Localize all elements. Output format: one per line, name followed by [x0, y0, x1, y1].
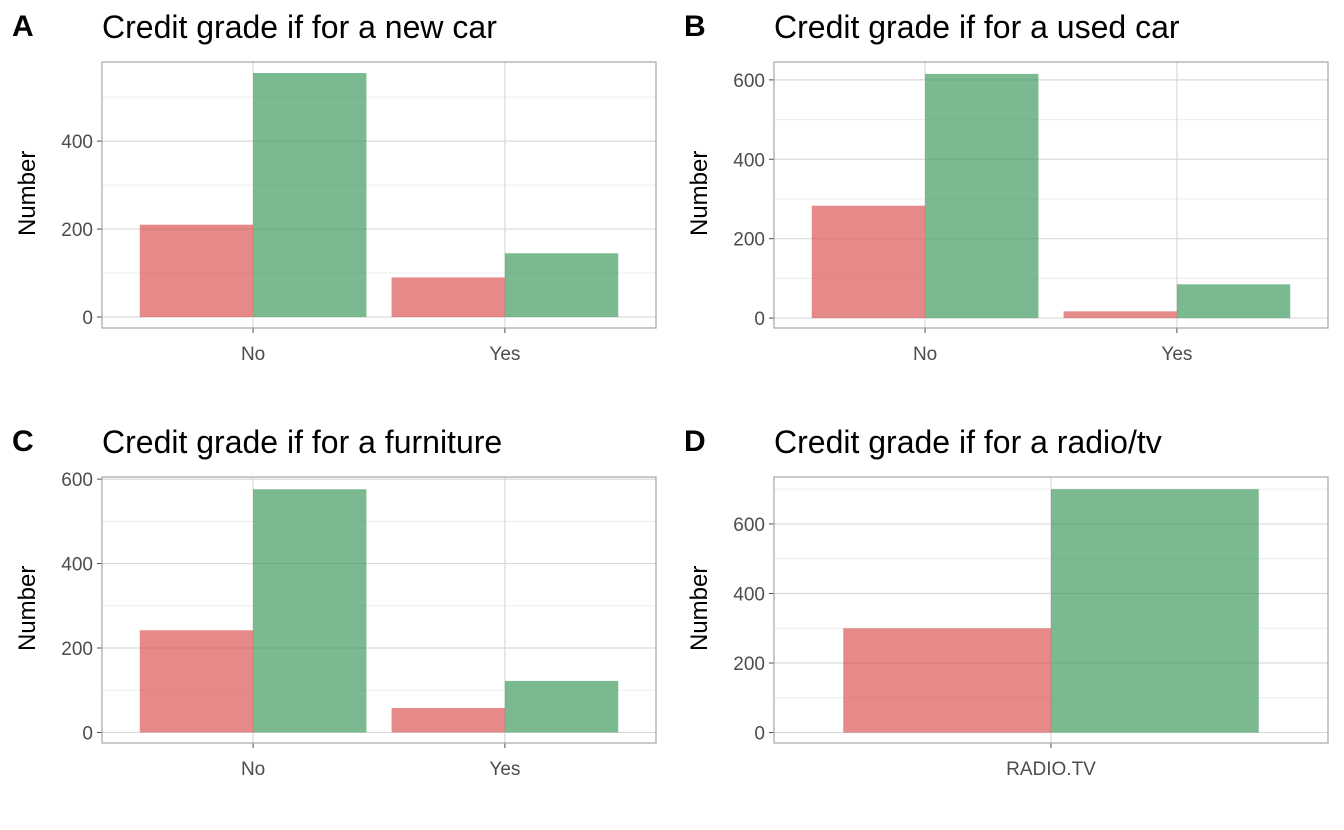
x-tick-label: Yes — [1161, 344, 1192, 365]
bar-bad-yes — [391, 277, 505, 318]
chart-title: Credit grade if for a furniture — [102, 424, 503, 460]
bar-chart-svg: 0 200 400 600 No Yes — [61, 470, 657, 780]
bar-bad-yes — [391, 707, 505, 733]
bar-chart-svg: 0 200 400 600 No Yes — [733, 61, 1329, 365]
plot-frame — [773, 476, 1329, 744]
bar-bad-no — [811, 205, 926, 319]
y-tick-label: 0 — [754, 724, 765, 745]
y-tick-label: 0 — [754, 309, 765, 330]
y-tick-label: 400 — [61, 132, 93, 153]
panel-tag: D — [684, 425, 706, 458]
bar-bad-radio-tv — [843, 628, 1051, 733]
chart-title: Credit grade if for a used car — [774, 9, 1180, 45]
x-tick-label: Yes — [489, 759, 520, 780]
panel-tag: A — [12, 10, 34, 43]
panel-tag: C — [12, 425, 34, 458]
bar-good-no — [253, 72, 367, 318]
y-tick-label: 400 — [733, 584, 765, 605]
bar-chart-svg: 0 200 400 600 RADIO.TV — [733, 476, 1329, 780]
bar-good-radio-tv — [1051, 489, 1259, 733]
x-tick-label: RADIO.TV — [1006, 759, 1096, 780]
y-tick-label: 400 — [61, 555, 93, 576]
bar-good-no — [253, 489, 367, 733]
x-tick-label: No — [241, 344, 265, 365]
panel-d: D Credit grade if for a radio/tv Number … — [672, 415, 1344, 830]
bar-chart-svg: 0 200 400 No Yes — [61, 61, 657, 365]
plot-frame — [773, 61, 1329, 329]
bar-good-yes — [504, 680, 619, 733]
y-tick-label: 0 — [82, 308, 93, 329]
bar-bad-yes — [1063, 311, 1177, 319]
y-tick-label: 600 — [733, 515, 765, 536]
y-tick-label: 200 — [733, 654, 765, 675]
y-tick-label: 600 — [61, 470, 93, 491]
x-tick-label: No — [241, 759, 265, 780]
x-tick-label: Yes — [489, 344, 520, 365]
bar-bad-no — [139, 224, 254, 318]
chart-title: Credit grade if for a new car — [102, 9, 497, 45]
x-tick-label: No — [913, 344, 937, 365]
bar-good-yes — [1176, 284, 1291, 319]
panel-c: C Credit grade if for a furniture Number… — [0, 415, 672, 830]
plot-frame — [101, 476, 657, 744]
plot-frame — [101, 61, 657, 329]
y-tick-label: 200 — [61, 639, 93, 660]
y-tick-label: 400 — [733, 150, 765, 171]
y-tick-label: 200 — [733, 230, 765, 251]
chart-title: Credit grade if for a radio/tv — [774, 424, 1162, 460]
panel-b: B Credit grade if for a used car Number … — [672, 0, 1344, 415]
y-tick-label: 0 — [82, 723, 93, 744]
bar-good-yes — [504, 253, 619, 318]
y-tick-label: 200 — [61, 220, 93, 241]
panel-a: A Credit grade if for a new car Number 0… — [0, 0, 672, 415]
panel-tag: B — [684, 10, 706, 43]
y-tick-label: 600 — [733, 71, 765, 92]
bar-bad-no — [139, 630, 254, 733]
bar-good-no — [925, 73, 1039, 319]
